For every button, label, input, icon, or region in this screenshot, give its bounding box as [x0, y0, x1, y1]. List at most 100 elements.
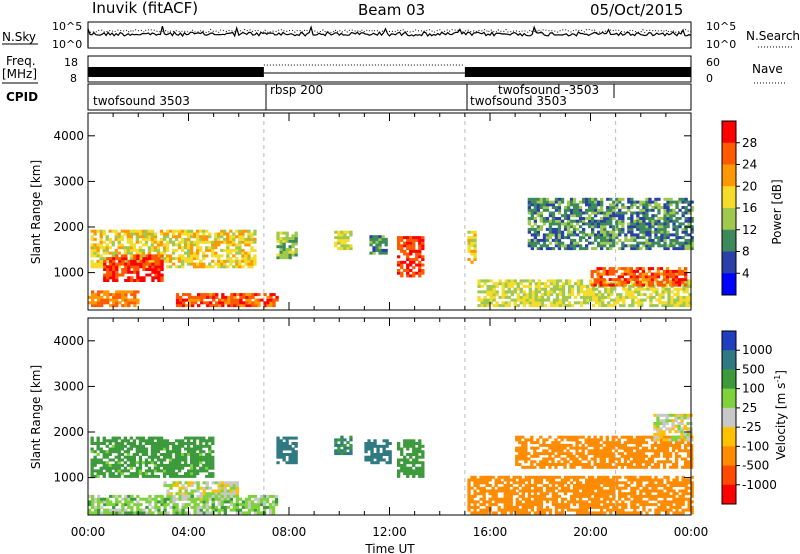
heatmap-cell-3 — [276, 442, 280, 445]
heatmap-cell-5 — [346, 244, 350, 248]
heatmap-cell-11 — [539, 225, 543, 229]
heatmap-cell-0 — [111, 251, 115, 255]
heatmap-cell-7 — [473, 503, 477, 507]
heatmap-cell-8 — [530, 438, 534, 442]
heatmap-cell-6 — [372, 246, 376, 250]
heatmap-cell-0 — [193, 458, 197, 462]
heatmap-cell-11 — [603, 236, 607, 240]
heatmap-cell-10 — [617, 278, 621, 282]
heatmap-cell-2 — [274, 494, 279, 498]
heatmap-cell-9 — [504, 293, 508, 297]
heatmap-cell-7 — [512, 505, 516, 509]
heatmap-cell-8 — [560, 435, 564, 439]
heatmap-cell-2 — [94, 293, 98, 297]
heatmap-cell-5 — [340, 236, 344, 240]
heatmap-cell-7 — [473, 481, 477, 485]
heatmap-cell-0 — [174, 237, 179, 241]
heatmap-cell-2 — [265, 505, 270, 509]
heatmap-cell-7 — [409, 274, 413, 278]
heatmap-cell-3 — [179, 301, 183, 305]
heatmap-cell-9 — [495, 301, 499, 305]
heatmap-cell-2 — [199, 508, 203, 512]
heatmap-cell-11 — [678, 200, 682, 204]
heatmap-cell-2 — [166, 511, 170, 515]
heatmap-cell-0 — [93, 442, 97, 445]
heatmap-cell-0 — [171, 472, 176, 476]
heatmap-cell-3 — [215, 293, 219, 297]
heatmap-cell-2 — [136, 290, 140, 294]
heatmap-cell-2 — [229, 500, 233, 504]
heatmap-cell-11 — [569, 238, 574, 242]
heatmap-cell-0 — [253, 240, 257, 244]
heatmap-cell-7 — [397, 247, 401, 251]
heatmap-cell-7 — [409, 263, 413, 267]
heatmap-cell-7 — [645, 486, 649, 490]
heatmap-cell-7 — [645, 503, 649, 507]
heatmap-cell-8 — [608, 452, 612, 456]
heatmap-cell-7 — [612, 494, 616, 498]
heatmap-cell-3 — [209, 293, 213, 297]
heatmap-cell-7 — [412, 258, 416, 261]
heatmap-cell-11 — [615, 206, 619, 209]
heatmap-cell-8 — [662, 460, 667, 464]
heatmap-cell-0 — [117, 240, 121, 244]
heatmap-cell-4 — [288, 245, 292, 249]
heatmap-cell-7 — [591, 475, 595, 479]
heatmap-cell-0 — [117, 463, 121, 467]
heatmap-cell-0 — [138, 439, 143, 443]
heatmap-cell-9 — [583, 295, 587, 299]
heatmap-cell-2 — [196, 508, 200, 512]
heatmap-cell-7 — [527, 505, 531, 509]
heatmap-cell-7 — [421, 238, 425, 242]
heatmap-cell-7 — [470, 500, 474, 504]
heatmap-cell-0 — [99, 240, 103, 244]
heatmap-cell-7 — [585, 492, 589, 496]
heatmap-cell-11 — [612, 236, 616, 240]
heatmap-cell-9 — [676, 304, 680, 308]
heatmap-cell-8 — [575, 457, 579, 461]
heatmap-cell-8 — [566, 438, 570, 442]
heatmap-cell-8 — [557, 441, 561, 445]
heatmap-cell-11 — [609, 244, 613, 248]
heatmap-cell-7 — [560, 505, 565, 509]
heatmap-cell-11 — [597, 219, 601, 223]
heatmap-cell-11 — [575, 222, 580, 226]
heatmap-cell-0 — [126, 463, 130, 467]
heatmap-cell-2 — [91, 298, 95, 302]
heatmap-cell-10 — [626, 267, 630, 271]
heatmap-cell-7 — [412, 244, 416, 248]
heatmap-cell-11 — [666, 206, 670, 209]
heatmap-cell-10 — [632, 283, 636, 287]
heatmap-cell-3 — [294, 450, 298, 454]
heatmap-cell-4 — [279, 248, 283, 251]
heatmap-cell-1 — [133, 254, 137, 258]
y-tick-label: 2000 — [53, 220, 84, 234]
heatmap-cell-9 — [676, 290, 680, 294]
heatmap-cell-9 — [561, 284, 566, 288]
heatmap-cell-10 — [677, 272, 682, 276]
heatmap-cell-10 — [626, 278, 630, 282]
heatmap-cell-10 — [611, 267, 615, 271]
heatmap-cell-11 — [645, 241, 649, 245]
heatmap-cell-7 — [536, 511, 540, 515]
heatmap-cell-9 — [489, 301, 493, 305]
heatmap-cell-9 — [685, 295, 689, 299]
heatmap-cell-0 — [114, 466, 118, 470]
heatmap-cell-11 — [687, 219, 691, 223]
heatmap-cell-3 — [215, 304, 219, 308]
heatmap-cell-4 — [285, 239, 289, 243]
heatmap-cell-7 — [503, 505, 507, 509]
heatmap-cell-6 — [397, 458, 401, 462]
heatmap-cell-2 — [112, 494, 116, 498]
heatmap-cell-0 — [196, 243, 200, 247]
heatmap-cell-2 — [220, 500, 224, 504]
heatmap-cell-10 — [602, 267, 606, 271]
heatmap-cell-0 — [144, 447, 149, 451]
heatmap-cell-8 — [605, 449, 609, 453]
heatmap-cell-8 — [644, 449, 649, 453]
heatmap-cell-7 — [551, 497, 556, 501]
heatmap-cell-11 — [554, 238, 559, 242]
heatmap-cell-11 — [594, 211, 598, 215]
heatmap-cell-9 — [519, 295, 523, 299]
heatmap-cell-7 — [575, 489, 580, 493]
